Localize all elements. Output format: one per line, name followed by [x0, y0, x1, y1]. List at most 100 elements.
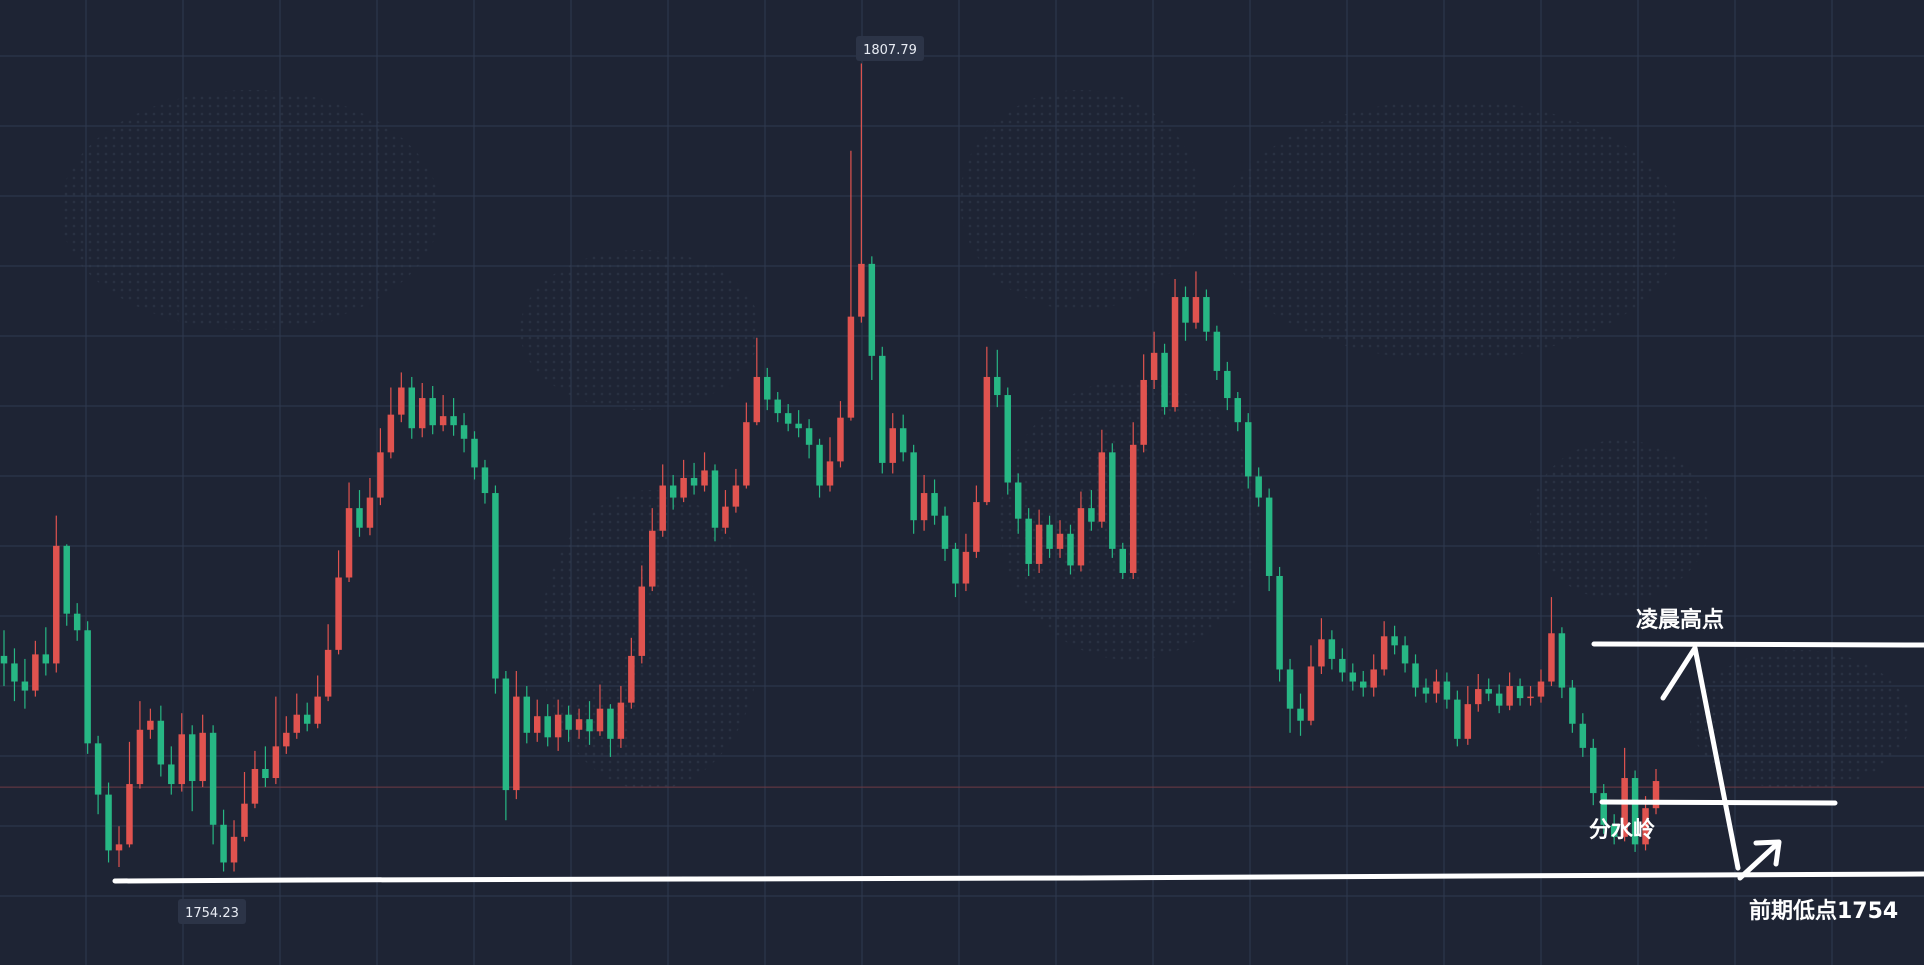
candle-body-up — [126, 784, 133, 845]
candle-body-down — [711, 470, 719, 528]
candle-body-down — [1025, 518, 1032, 564]
candle-body-up — [283, 732, 290, 747]
candle-body-down — [1495, 693, 1503, 706]
candle-body-down — [1119, 548, 1127, 573]
candle-body-up — [230, 836, 238, 863]
candle-body-up — [1129, 444, 1137, 573]
candle-body-up — [847, 316, 855, 418]
candle-body-up — [1056, 533, 1064, 549]
candle-body-down — [168, 764, 175, 785]
candle-body-up — [983, 376, 991, 503]
candle-body-up — [115, 844, 123, 851]
candle-body-down — [84, 630, 91, 744]
high-price-label: 1807.79 — [863, 43, 917, 58]
candle-body-down — [690, 477, 698, 486]
candle-body-down — [1391, 636, 1398, 646]
candle-body-up — [596, 708, 604, 732]
candle-body-up — [377, 452, 384, 498]
candle-body-down — [1412, 663, 1419, 688]
candle-body-down — [94, 743, 102, 795]
candle-body-up — [324, 649, 332, 697]
candle-body-up — [533, 716, 541, 733]
candle-body-up — [199, 732, 206, 782]
candle-body-up — [753, 376, 761, 423]
candle-body-down — [764, 376, 771, 400]
candle-body-down — [1286, 669, 1294, 709]
candle-body-up — [889, 428, 896, 463]
candle-body-down — [565, 714, 572, 730]
candle-body-up — [1370, 669, 1377, 688]
candle-body-down — [1401, 645, 1409, 664]
candle-body-down — [429, 398, 436, 426]
candle-body-up — [439, 416, 447, 426]
candle-body-down — [1265, 497, 1273, 576]
forecast-arrow-bounce — [1737, 840, 1781, 881]
candle-body-down — [1443, 681, 1451, 700]
candle-body-up — [1098, 452, 1106, 522]
candle-body-down — [11, 663, 18, 682]
candle-body-up — [1621, 778, 1628, 837]
candle-body-up — [1380, 636, 1388, 670]
candle-body-up — [649, 530, 656, 587]
candle-body-down — [0, 655, 8, 664]
candle-body-up — [345, 508, 353, 578]
candle-body-down — [105, 794, 112, 851]
candle-body-up — [335, 577, 342, 650]
candle-body-down — [1014, 482, 1022, 519]
candle-body-down — [1297, 708, 1304, 721]
candle-body-down — [1067, 533, 1074, 566]
forecast-arrowhead — [1753, 839, 1782, 867]
candle-body-up — [1077, 508, 1085, 566]
candle-body-down — [63, 545, 70, 614]
candle-body-down — [1590, 747, 1597, 794]
candle-body-down — [899, 428, 907, 453]
candle-body-up — [638, 586, 646, 656]
candle-body-down — [1631, 778, 1639, 845]
candle-body-up — [418, 398, 426, 429]
candle-body-down — [502, 678, 510, 791]
candle-body-up — [1192, 297, 1200, 323]
candle-body-up — [1506, 686, 1513, 706]
candle-body-up — [1548, 633, 1555, 682]
candle-body-down — [1349, 672, 1357, 682]
candle-body-up — [617, 702, 625, 739]
candle-body-down — [868, 263, 876, 356]
candle-body-down — [1234, 398, 1242, 423]
candle-body-up — [314, 696, 321, 724]
candle-body-up — [136, 729, 144, 785]
candle-body-down — [460, 425, 468, 439]
candle-body-down — [1600, 793, 1607, 825]
candle-body-down — [879, 355, 886, 463]
candle-body-down — [1224, 370, 1231, 399]
candle-body-down — [1579, 723, 1587, 748]
candle-body-down — [816, 444, 823, 486]
high-price-marker: 1807.79 — [856, 36, 924, 61]
candle-body-up — [366, 497, 374, 528]
candle-body-down — [910, 452, 917, 521]
candle-body-down — [356, 508, 363, 528]
candle-body-down — [941, 515, 949, 549]
candle-body-up — [1307, 666, 1315, 721]
candle-body-down — [1203, 297, 1210, 332]
candle-body-down — [1454, 699, 1461, 739]
candle-body-down — [1088, 508, 1095, 522]
candle-body-up — [147, 720, 154, 730]
candle-body-down — [450, 416, 457, 426]
candle-body-down — [1046, 524, 1053, 549]
annotation-lines — [112, 641, 1924, 884]
candle-body-up — [1035, 524, 1043, 564]
candle-body-up — [1318, 639, 1325, 667]
candle-body-down — [220, 824, 227, 863]
candle-body-down — [1516, 686, 1524, 699]
candle-body-down — [952, 548, 959, 584]
support-line-previous-low — [112, 871, 1924, 884]
candle-body-up — [680, 477, 687, 498]
candle-body-up — [32, 654, 39, 691]
low-price-marker: 1754.23 — [178, 899, 246, 924]
candle-body-up — [826, 461, 834, 486]
candle-body-down — [303, 714, 311, 724]
candle-body-down — [774, 399, 781, 414]
candle-body-up — [732, 485, 740, 507]
candle-body-down — [544, 716, 551, 738]
